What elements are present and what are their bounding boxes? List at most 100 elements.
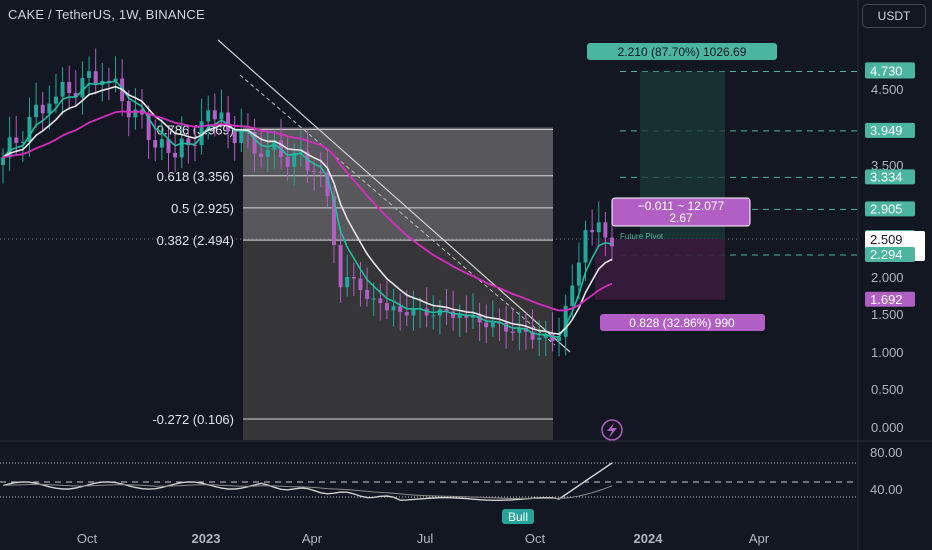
candle-body [583, 229, 588, 263]
price-badge-label: 1.692 [870, 292, 903, 307]
candle-body [113, 78, 118, 82]
candle-body [40, 104, 45, 114]
candle-body [543, 334, 548, 338]
price-badge [865, 291, 915, 307]
candle-body [497, 322, 502, 324]
price-badge-label: 3.334 [870, 169, 903, 184]
price-tick-label: 4.500 [871, 82, 904, 97]
candle-body [424, 308, 429, 316]
time-tick-label: Jul [417, 531, 434, 546]
price-badge-label: 2.905 [870, 201, 903, 216]
candle-body [179, 138, 184, 158]
candle-body [517, 327, 522, 333]
current-price-label: 2.509 [870, 232, 903, 247]
candle-body [398, 306, 403, 313]
candle-body [537, 337, 542, 340]
stop-label: 0.828 (32.86%) 990 [600, 314, 765, 331]
candle-body [93, 71, 98, 86]
fib-zone-lower [243, 240, 553, 440]
candle-body [351, 277, 356, 279]
price-badge [865, 122, 915, 138]
candle-body [345, 277, 350, 288]
candle-body [67, 82, 72, 93]
candle-body [305, 151, 310, 171]
candle-body [34, 104, 39, 118]
bull-badge-label: Bull [508, 510, 528, 524]
candle-body [470, 315, 475, 318]
candle-body [73, 92, 78, 98]
candle-body [550, 334, 555, 342]
price-badge-label: 2.294 [870, 247, 903, 262]
candle-body [87, 71, 92, 78]
stop-label-box [600, 314, 765, 331]
candle-body [298, 151, 303, 153]
range-label-line2: 2.67 [669, 211, 693, 225]
candle-body [596, 222, 601, 233]
candle-body [27, 117, 32, 142]
candle-body [504, 322, 509, 332]
range-label-box [611, 197, 751, 227]
ema-slow-line [2, 110, 613, 312]
candle-body [106, 80, 111, 82]
candle-body [212, 110, 217, 120]
target-label: 2.210 (87.70%) 1026.69 [587, 43, 777, 60]
candle-body [20, 141, 25, 143]
candle-body [590, 229, 595, 233]
candle-body [206, 110, 211, 122]
target-label-text: 2.210 (87.70%) 1026.69 [618, 45, 747, 59]
oscillator-signal-line [2, 483, 613, 500]
price-tick-label: 1.500 [871, 307, 904, 322]
ema-fast-line [2, 80, 613, 338]
bull-signal: Bull [502, 509, 534, 524]
fib-level-label: 0.382 (2.494) [157, 233, 234, 248]
range-label-line1: −0.011 ~ 12.077 [638, 199, 725, 213]
candle-body [557, 336, 562, 342]
candle-body [391, 306, 396, 311]
candle-body [437, 309, 442, 316]
currency-button[interactable]: USDT [862, 4, 926, 28]
price-badge-label: 4.730 [870, 64, 903, 79]
bull-badge [502, 509, 534, 524]
candle-body [173, 152, 178, 158]
price-badge-label: 3.949 [870, 123, 903, 138]
candle-body [610, 237, 614, 247]
time-tick-label: Apr [302, 531, 323, 546]
candle-body [192, 145, 197, 147]
price-tick-label: 0.500 [871, 382, 904, 397]
stop-label-text: 0.828 (32.86%) 990 [629, 316, 735, 330]
candle-body [133, 109, 138, 118]
candle-body [80, 77, 85, 98]
trend-line-dashed [239, 74, 556, 346]
candle-body [1, 157, 5, 165]
candle-body [159, 139, 164, 148]
candle-body [404, 312, 409, 316]
candle-body [378, 298, 383, 304]
candle-body [166, 139, 171, 153]
price-tick-label: 2.000 [871, 270, 904, 285]
price-tick-label: 1.000 [871, 345, 904, 360]
price-badge [865, 63, 915, 79]
trend-line [217, 39, 571, 353]
candle-body [239, 131, 244, 143]
fib-level-label: 0.618 (3.356) [157, 169, 234, 184]
candle-body [265, 149, 270, 157]
stop-zone [595, 238, 725, 300]
candle-body [53, 96, 58, 104]
candle-body [510, 331, 515, 333]
price-tick-label: 3.500 [871, 158, 904, 173]
candle-body [563, 305, 568, 337]
candle-body [126, 101, 131, 118]
candle-body [570, 285, 575, 306]
candle-body [444, 309, 449, 312]
candle-body [259, 153, 264, 157]
candle-body [338, 245, 343, 288]
candle-body [186, 138, 191, 146]
time-tick-label: Oct [77, 531, 98, 546]
candle-body [451, 311, 456, 319]
candle-body [226, 112, 231, 131]
candle-body [312, 170, 317, 172]
oscillator-line [2, 462, 613, 501]
candle-body [60, 82, 65, 97]
chart-title: CAKE / TetherUS, 1W, BINANCE [8, 7, 205, 22]
